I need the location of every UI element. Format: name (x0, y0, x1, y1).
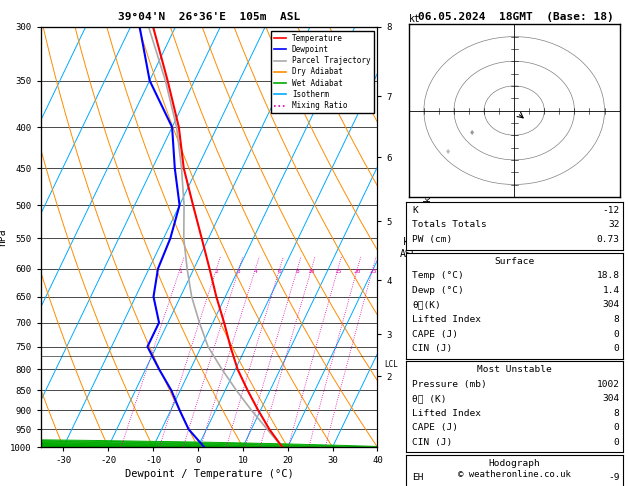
Text: CAPE (J): CAPE (J) (412, 423, 458, 433)
Text: 304: 304 (603, 300, 620, 310)
Text: Lifted Index: Lifted Index (412, 315, 481, 324)
Text: kt: kt (409, 14, 421, 23)
Text: 0: 0 (614, 438, 620, 447)
Text: 3: 3 (237, 269, 241, 274)
Text: K: K (412, 206, 418, 215)
Text: Most Unstable: Most Unstable (477, 365, 552, 374)
Legend: Temperature, Dewpoint, Parcel Trajectory, Dry Adiabat, Wet Adiabat, Isotherm, Mi: Temperature, Dewpoint, Parcel Trajectory… (271, 31, 374, 113)
Text: © weatheronline.co.uk: © weatheronline.co.uk (458, 469, 571, 479)
Text: 0.73: 0.73 (596, 235, 620, 244)
Text: -9: -9 (608, 473, 620, 483)
Y-axis label: km
ASL: km ASL (399, 237, 417, 259)
Text: 10: 10 (308, 269, 315, 274)
Text: 39°04'N  26°36'E  105m  ASL: 39°04'N 26°36'E 105m ASL (118, 12, 300, 22)
Text: 6: 6 (278, 269, 282, 274)
Y-axis label: hPa: hPa (0, 228, 8, 246)
Text: 1002: 1002 (596, 380, 620, 389)
Text: Totals Totals: Totals Totals (412, 220, 487, 229)
Text: 15: 15 (334, 269, 342, 274)
Text: 32: 32 (608, 220, 620, 229)
Text: LCL: LCL (384, 360, 398, 369)
Text: 8: 8 (614, 409, 620, 418)
X-axis label: Dewpoint / Temperature (°C): Dewpoint / Temperature (°C) (125, 469, 294, 479)
Text: ♦: ♦ (469, 130, 475, 136)
Text: Hodograph: Hodograph (488, 459, 540, 468)
Text: ♦: ♦ (445, 150, 451, 156)
Text: θᴇ (K): θᴇ (K) (412, 394, 447, 403)
Text: 4: 4 (253, 269, 257, 274)
Text: 18.8: 18.8 (596, 271, 620, 280)
Y-axis label: Mixing Ratio (g/kg): Mixing Ratio (g/kg) (424, 186, 433, 288)
Text: 8: 8 (614, 315, 620, 324)
Text: -12: -12 (603, 206, 620, 215)
Text: 1: 1 (178, 269, 182, 274)
Text: 20: 20 (353, 269, 361, 274)
Text: 06.05.2024  18GMT  (Base: 18): 06.05.2024 18GMT (Base: 18) (418, 12, 614, 22)
Text: Temp (°C): Temp (°C) (412, 271, 464, 280)
Text: 1.4: 1.4 (603, 286, 620, 295)
Text: Dewp (°C): Dewp (°C) (412, 286, 464, 295)
Text: 0: 0 (614, 423, 620, 433)
Text: 25: 25 (369, 269, 377, 274)
Text: CAPE (J): CAPE (J) (412, 330, 458, 339)
Text: CIN (J): CIN (J) (412, 344, 452, 353)
Text: 2: 2 (214, 269, 218, 274)
Text: PW (cm): PW (cm) (412, 235, 452, 244)
Text: Lifted Index: Lifted Index (412, 409, 481, 418)
Text: 8: 8 (296, 269, 299, 274)
Text: CIN (J): CIN (J) (412, 438, 452, 447)
Text: 0: 0 (614, 344, 620, 353)
Text: θᴇ(K): θᴇ(K) (412, 300, 441, 310)
Text: EH: EH (412, 473, 423, 483)
Text: Surface: Surface (494, 257, 534, 266)
Text: 304: 304 (603, 394, 620, 403)
Text: 0: 0 (614, 330, 620, 339)
Text: Pressure (mb): Pressure (mb) (412, 380, 487, 389)
